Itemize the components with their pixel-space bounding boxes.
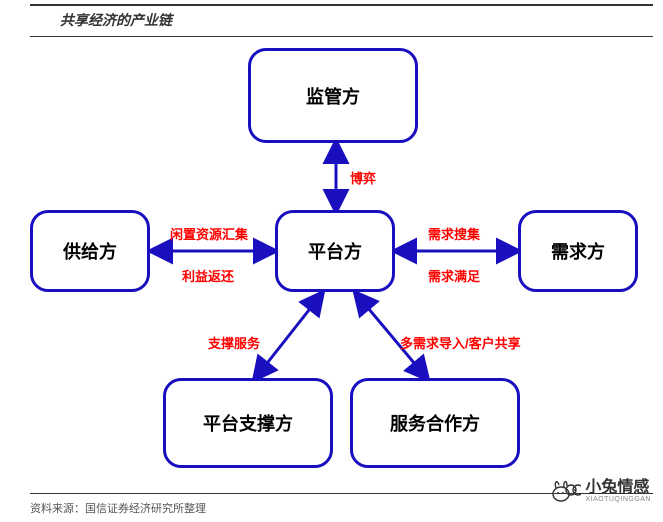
- node-support: 平台支撑方: [163, 378, 333, 468]
- node-demander: 需求方: [518, 210, 638, 292]
- edge-label-plat-dem: 需求满足: [428, 266, 480, 285]
- edge-label-par-plat: 多需求导入/客户共享: [400, 333, 521, 352]
- header-rule: 共享经济的产业链: [30, 4, 653, 37]
- edge-sup-plat2: [257, 296, 320, 376]
- node-supplier: 供给方: [30, 210, 150, 292]
- edge-label-sup-plat: 闲置资源汇集: [170, 224, 248, 243]
- brand-logo: 小兔情感 XIAOTUQINGGAN: [551, 478, 651, 504]
- edge-label-plat-dem: 需求搜集: [428, 224, 480, 243]
- node-partner: 服务合作方: [350, 378, 520, 468]
- edge-label-sup-plat2: 支撑服务: [208, 333, 260, 352]
- page-title: 共享经济的产业链: [60, 10, 653, 30]
- diagram-canvas: 监管方供给方 平台方 需求方平台支撑方服务合作方 博弈闲置资源汇集利益返还 需求搜集需…: [30, 38, 650, 473]
- logo-subtext: XIAOTUQINGGAN: [585, 496, 651, 503]
- node-platform: 平台方: [275, 210, 395, 292]
- edge-label-reg-plat: 博弈: [350, 168, 376, 187]
- source-text: 资料来源：国信证券经济研究所整理: [30, 503, 206, 515]
- rabbit-icon: [551, 478, 581, 504]
- edge-label-sup-plat: 利益返还: [182, 266, 234, 285]
- logo-text: 小兔情感: [585, 480, 651, 496]
- node-regulator: 监管方: [248, 48, 418, 143]
